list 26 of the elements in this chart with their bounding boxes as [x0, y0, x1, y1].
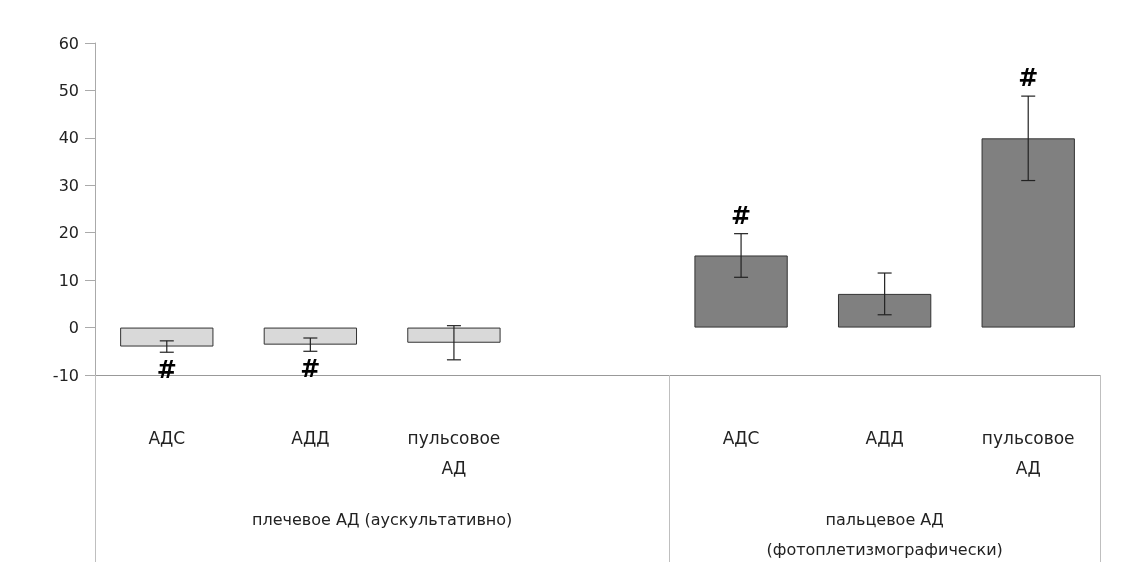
bar	[120, 327, 214, 347]
y-tick-label: 10	[58, 270, 79, 290]
x-tick-label: АДС	[148, 428, 186, 448]
x-tick-label: пульсовое АД	[407, 428, 501, 478]
x-tick-label: пульсовое АД	[981, 428, 1075, 478]
data-label: #	[300, 355, 321, 384]
bar	[263, 327, 358, 345]
data-label: #	[156, 356, 177, 385]
y-tick-label: 20	[58, 223, 79, 243]
y-tick-label: 40	[58, 128, 79, 148]
x-tick-label: АДД	[291, 428, 330, 448]
bar	[694, 255, 788, 328]
y-tick-label: -10	[52, 365, 79, 385]
bar	[837, 293, 932, 328]
data-label: #	[1018, 64, 1039, 93]
y-tick-label: 60	[58, 33, 79, 53]
text: пальцевое АД (фотоплетизмографически)	[765, 509, 1004, 561]
x-tick-label: АДД	[865, 428, 904, 448]
bar	[981, 138, 1075, 328]
data-label: #	[731, 201, 752, 230]
y-tick-label: 30	[58, 175, 79, 195]
y-tick-label: 50	[58, 80, 79, 100]
y-tick-label: 0	[68, 318, 79, 338]
bar	[407, 327, 501, 343]
text: плечевое АД (аускультативно)	[251, 509, 513, 531]
x-tick-label: АДС	[722, 428, 760, 448]
